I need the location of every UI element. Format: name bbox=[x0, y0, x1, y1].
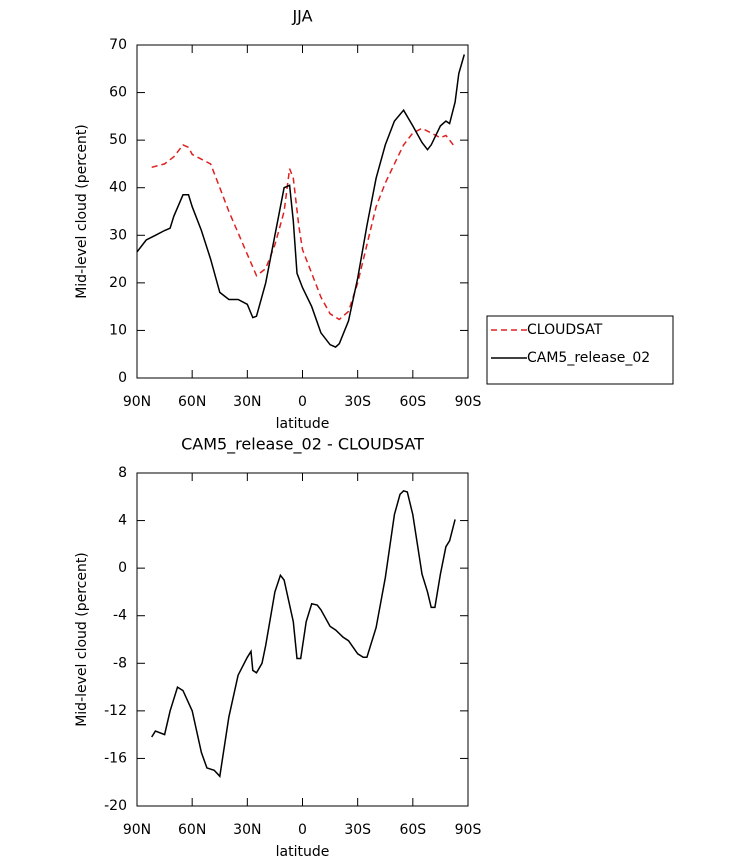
y-tick-label: 30 bbox=[109, 227, 127, 243]
y-tick-label: -12 bbox=[104, 703, 127, 719]
x-axis-label: latitude bbox=[276, 844, 330, 860]
x-tick-label: 30N bbox=[233, 394, 261, 410]
y-tick-label: 20 bbox=[109, 275, 127, 291]
plot-frame bbox=[136, 472, 469, 807]
x-tick-label: 90N bbox=[123, 394, 151, 410]
y-axis-label: Mid-level cloud (percent) bbox=[74, 552, 90, 727]
plot-frame bbox=[136, 44, 469, 379]
legend-box bbox=[486, 315, 674, 385]
x-axis-label: latitude bbox=[276, 416, 330, 432]
x-tick-label: 60S bbox=[399, 822, 426, 838]
data-line bbox=[136, 54, 466, 348]
y-tick-label: 8 bbox=[118, 465, 127, 481]
y-tick-label: 40 bbox=[109, 180, 127, 196]
y-tick-label: 50 bbox=[109, 132, 127, 148]
y-tick-label: -8 bbox=[113, 655, 127, 671]
x-tick-label: 90S bbox=[455, 822, 482, 838]
chart-title: JJA bbox=[291, 7, 312, 26]
x-tick-label: 0 bbox=[298, 394, 307, 410]
y-tick-label: 10 bbox=[109, 322, 127, 338]
x-tick-label: 90S bbox=[455, 394, 482, 410]
y-tick-label: 4 bbox=[118, 513, 127, 529]
x-tick-label: 0 bbox=[298, 822, 307, 838]
y-tick-label: 70 bbox=[109, 37, 127, 53]
x-tick-label: 30N bbox=[233, 822, 261, 838]
x-tick-label: 60S bbox=[399, 394, 426, 410]
data-line bbox=[151, 489, 456, 778]
y-tick-label: 0 bbox=[118, 370, 127, 386]
y-tick-label: -4 bbox=[113, 608, 127, 624]
y-axis-label: Mid-level cloud (percent) bbox=[74, 124, 90, 299]
data-line bbox=[151, 127, 454, 321]
y-tick-label: 60 bbox=[109, 85, 127, 101]
x-tick-label: 30S bbox=[344, 394, 371, 410]
x-tick-label: 60N bbox=[178, 822, 206, 838]
legend-label: CAM5_release_02 bbox=[527, 350, 650, 366]
y-tick-label: -16 bbox=[104, 750, 127, 766]
x-tick-label: 60N bbox=[178, 394, 206, 410]
legend-label: CLOUDSAT bbox=[527, 322, 603, 338]
y-tick-label: -20 bbox=[104, 798, 127, 814]
chart-title: CAM5_release_02 - CLOUDSAT bbox=[181, 435, 424, 455]
y-tick-label: 0 bbox=[118, 560, 127, 576]
x-tick-label: 30S bbox=[344, 822, 371, 838]
x-tick-label: 90N bbox=[123, 822, 151, 838]
